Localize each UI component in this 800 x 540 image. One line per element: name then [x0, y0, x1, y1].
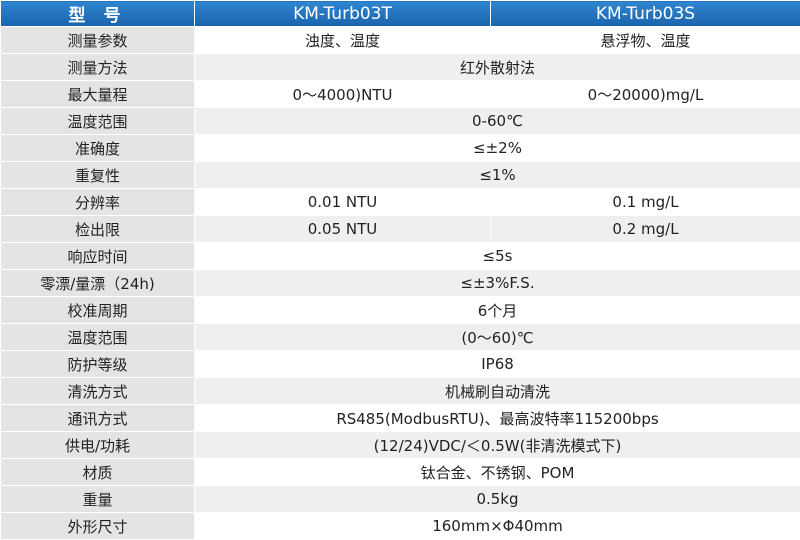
row-label: 零漂/量漂（24h)	[1, 270, 195, 297]
row-value: 0-60℃	[195, 108, 800, 135]
row-value: 浊度、温度	[195, 27, 491, 54]
row-label: 重复性	[1, 162, 195, 189]
row-value: 6个月	[195, 297, 800, 324]
spec-row: 准确度≤±2%	[1, 135, 800, 162]
row-label: 清洗方式	[1, 378, 195, 405]
row-value: ≤5s	[195, 243, 800, 270]
row-label: 防护等级	[1, 351, 195, 378]
row-value: (12/24)VDC/＜0.5W(非清洗模式下)	[195, 432, 800, 459]
row-value: 160mm×Φ40mm	[195, 513, 800, 540]
spec-row: 温度范围(0～60)℃	[1, 324, 800, 351]
row-label: 供电/功耗	[1, 432, 195, 459]
row-label: 检出限	[1, 216, 195, 243]
spec-row: 测量参数浊度、温度悬浮物、温度	[1, 27, 800, 54]
row-value: 0.1 mg/L	[491, 189, 800, 216]
row-value: IP68	[195, 351, 800, 378]
row-value: 机械刷自动清洗	[195, 378, 800, 405]
spec-row: 供电/功耗(12/24)VDC/＜0.5W(非清洗模式下)	[1, 432, 800, 459]
row-label: 分辨率	[1, 189, 195, 216]
row-label: 响应时间	[1, 243, 195, 270]
row-value: 钛合金、不锈钢、POM	[195, 459, 800, 486]
spec-row: 材质钛合金、不锈钢、POM	[1, 459, 800, 486]
row-value: 0～4000)NTU	[195, 81, 491, 108]
header-cell: 型 号	[1, 1, 195, 27]
row-label: 校准周期	[1, 297, 195, 324]
row-label: 测量参数	[1, 27, 195, 54]
row-value: 红外散射法	[195, 54, 800, 81]
row-label: 准确度	[1, 135, 195, 162]
row-value: ≤±2%	[195, 135, 800, 162]
row-label: 外形尺寸	[1, 513, 195, 540]
row-label: 材质	[1, 459, 195, 486]
row-value: 0～20000)mg/L	[491, 81, 800, 108]
row-value: ≤1%	[195, 162, 800, 189]
row-label: 最大量程	[1, 81, 195, 108]
row-value: 0.05 NTU	[195, 216, 491, 243]
row-label: 重量	[1, 486, 195, 513]
spec-row: 测量方法红外散射法	[1, 54, 800, 81]
row-label: 测量方法	[1, 54, 195, 81]
spec-row: 响应时间≤5s	[1, 243, 800, 270]
row-value: 0.2 mg/L	[491, 216, 800, 243]
row-value: 0.01 NTU	[195, 189, 491, 216]
row-label: 温度范围	[1, 108, 195, 135]
row-value: 悬浮物、温度	[491, 27, 800, 54]
row-label: 温度范围	[1, 324, 195, 351]
row-label: 通讯方式	[1, 405, 195, 432]
row-value: (0～60)℃	[195, 324, 800, 351]
row-value: 0.5kg	[195, 486, 800, 513]
spec-row: 清洗方式机械刷自动清洗	[1, 378, 800, 405]
row-value: RS485(ModbusRTU)、最高波特率115200bps	[195, 405, 800, 432]
header-cell: KM-Turb03S	[491, 1, 800, 27]
row-value: ≤±3%F.S.	[195, 270, 800, 297]
spec-row: 零漂/量漂（24h)≤±3%F.S.	[1, 270, 800, 297]
spec-row: 重复性≤1%	[1, 162, 800, 189]
header-cell: KM-Turb03T	[195, 1, 491, 27]
